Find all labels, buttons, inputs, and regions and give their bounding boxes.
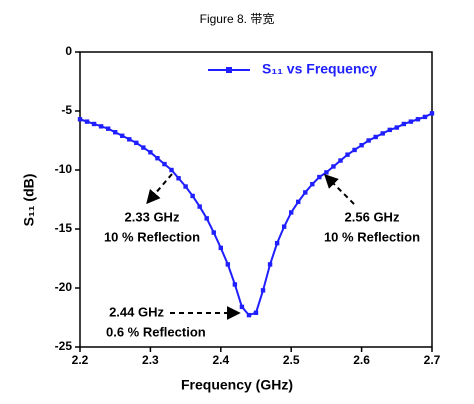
data-point	[253, 310, 259, 315]
data-point	[84, 119, 90, 124]
y-tick-label: -5	[61, 103, 72, 117]
plot-frame	[79, 51, 433, 348]
annotation: 2.56 GHz	[345, 209, 400, 224]
data-point	[338, 158, 343, 163]
data-point	[359, 143, 364, 148]
y-tick-label: -25	[55, 339, 73, 353]
annotation: 10 % Reflection	[104, 229, 200, 244]
data-point	[415, 117, 421, 122]
annotation: 10 % Reflection	[324, 229, 420, 244]
data-point	[324, 170, 329, 175]
y-axis-label: S₁₁ (dB)	[21, 174, 37, 227]
data-point	[373, 134, 378, 140]
x-tick-label: 2.6	[353, 353, 370, 367]
data-point	[317, 174, 322, 180]
y-tick-label: -10	[55, 162, 73, 176]
data-point	[394, 125, 399, 130]
data-point	[155, 156, 160, 161]
x-tick-label: 2.7	[424, 353, 441, 367]
y-tick-label: -15	[55, 221, 73, 235]
annotation: 2.33 GHz	[125, 209, 180, 224]
data-point	[183, 184, 188, 189]
legend-label: S₁₁ vs Frequency	[262, 61, 377, 77]
data-point	[246, 312, 252, 318]
data-point	[408, 119, 414, 124]
data-point	[422, 114, 428, 120]
data-point	[303, 190, 308, 195]
data-point	[113, 130, 118, 135]
data-point	[141, 145, 146, 150]
data-point	[260, 288, 266, 293]
data-point	[190, 193, 195, 199]
annotation: 2.44 GHz	[109, 304, 164, 319]
data-point	[204, 216, 209, 221]
data-point	[345, 152, 350, 157]
x-tick-label: 2.5	[283, 353, 300, 367]
data-point	[429, 111, 435, 116]
data-point	[162, 161, 167, 167]
y-tick-label: -20	[55, 280, 73, 294]
data-point	[98, 124, 104, 129]
x-axis-label: Frequency (GHz)	[181, 377, 293, 393]
data-point	[120, 133, 125, 138]
data-point	[274, 240, 280, 246]
data-point	[366, 138, 371, 143]
data-point	[127, 137, 132, 142]
data-point	[267, 262, 273, 267]
data-point	[380, 131, 385, 136]
x-tick-label: 2.2	[72, 353, 89, 367]
data-point	[225, 262, 231, 267]
data-point	[289, 210, 294, 215]
data-point	[148, 150, 153, 155]
data-point	[197, 204, 202, 209]
data-point	[105, 126, 111, 131]
data-point	[176, 176, 181, 181]
data-point	[211, 230, 216, 235]
data-point	[91, 121, 97, 127]
data-point	[281, 224, 287, 229]
legend-marker	[226, 67, 232, 73]
x-tick-label: 2.4	[212, 353, 229, 367]
data-point	[331, 164, 336, 169]
annotation-arrow	[324, 174, 355, 205]
data-point	[134, 140, 139, 146]
annotation: 0.6 % Reflection	[106, 324, 206, 339]
data-point	[232, 282, 238, 287]
data-point	[310, 181, 315, 187]
data-point	[239, 304, 245, 310]
chart-title: Figure 8. 带宽	[200, 11, 275, 26]
data-point	[401, 121, 407, 127]
y-tick-label: 0	[65, 44, 72, 58]
data-point	[387, 127, 392, 133]
data-point	[296, 199, 301, 205]
data-point	[218, 245, 223, 251]
x-tick-label: 2.3	[142, 353, 159, 367]
annotation-arrow	[146, 173, 173, 205]
data-point	[352, 147, 357, 153]
data-point	[77, 117, 83, 122]
data-point	[169, 167, 174, 173]
